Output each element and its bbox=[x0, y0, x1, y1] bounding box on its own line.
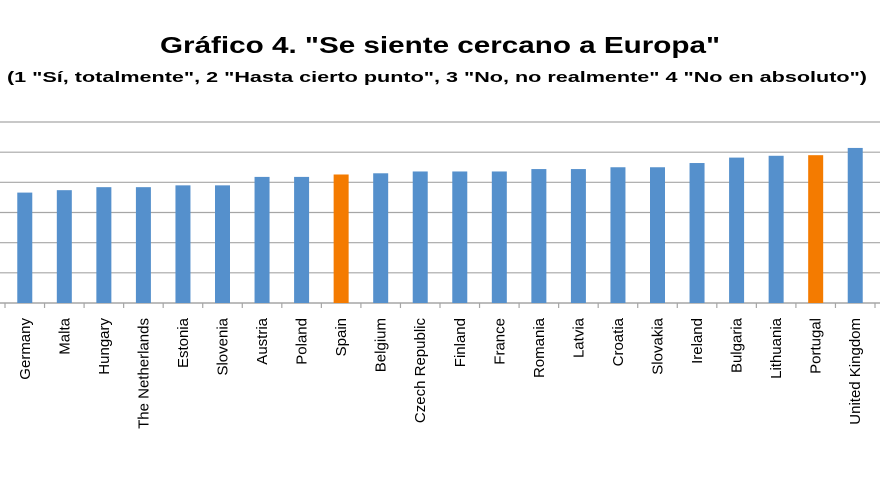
chart-title: Gráfico 4. "Se siente cercano a Europa" bbox=[160, 32, 720, 58]
x-tick-label: The Netherlands bbox=[135, 318, 152, 429]
bar-croatia bbox=[610, 167, 626, 303]
bar-slovenia bbox=[215, 185, 230, 303]
bar-france bbox=[491, 171, 507, 303]
x-tick-label: Belgium bbox=[373, 318, 390, 372]
x-tick-label: Austria bbox=[254, 317, 271, 364]
x-tick-label: Estonia bbox=[175, 317, 192, 368]
bar-lithuania bbox=[768, 155, 784, 303]
x-tick-label: Bulgaria bbox=[729, 317, 746, 373]
x-tick-label: Spain bbox=[333, 318, 350, 356]
bar-latvia bbox=[570, 169, 586, 303]
x-tick-label: Poland bbox=[294, 318, 311, 365]
bar-the-netherlands bbox=[135, 187, 151, 303]
x-tick-label: United Kingdom bbox=[847, 318, 864, 425]
x-tick-label: Slovenia bbox=[215, 317, 232, 375]
x-tick-label: Hungary bbox=[96, 318, 113, 375]
bar-malta bbox=[56, 190, 72, 303]
bar-ireland bbox=[689, 163, 705, 303]
bar-romania bbox=[531, 169, 547, 303]
bar-austria bbox=[254, 176, 270, 303]
x-tick-label: Portugal bbox=[808, 318, 825, 374]
x-tick-label: Lithuania bbox=[768, 317, 785, 379]
x-tick-label: Croatia bbox=[610, 317, 627, 366]
bar-finland bbox=[452, 171, 468, 303]
x-tick-label: Finland bbox=[452, 318, 469, 367]
bar-hungary bbox=[96, 187, 112, 303]
x-tick-label: Germany bbox=[17, 318, 34, 380]
bar-estonia bbox=[175, 185, 191, 303]
x-tick-label: France bbox=[491, 318, 508, 365]
x-tick-label: Czech Republic bbox=[412, 318, 429, 424]
bar-belgium bbox=[373, 173, 389, 303]
bar-bulgaria bbox=[729, 157, 745, 303]
x-tick-label: Latvia bbox=[570, 317, 587, 358]
x-tick-label: Slovakia bbox=[650, 317, 667, 374]
bar-poland bbox=[294, 176, 310, 303]
bar-portugal bbox=[808, 155, 824, 303]
chart-subtitle: (1 "Sí, totalmente", 2 "Hasta cierto pun… bbox=[7, 69, 867, 86]
bar-slovakia bbox=[650, 167, 665, 303]
x-tick-label: Ireland bbox=[689, 318, 706, 364]
bar-united-kingdom bbox=[847, 147, 863, 303]
x-tick-label: Romania bbox=[531, 317, 548, 378]
bar-spain bbox=[333, 174, 349, 303]
bar-germany bbox=[17, 192, 33, 303]
bar-czech-republic bbox=[412, 171, 428, 303]
x-tick-label: Malta bbox=[56, 317, 73, 354]
